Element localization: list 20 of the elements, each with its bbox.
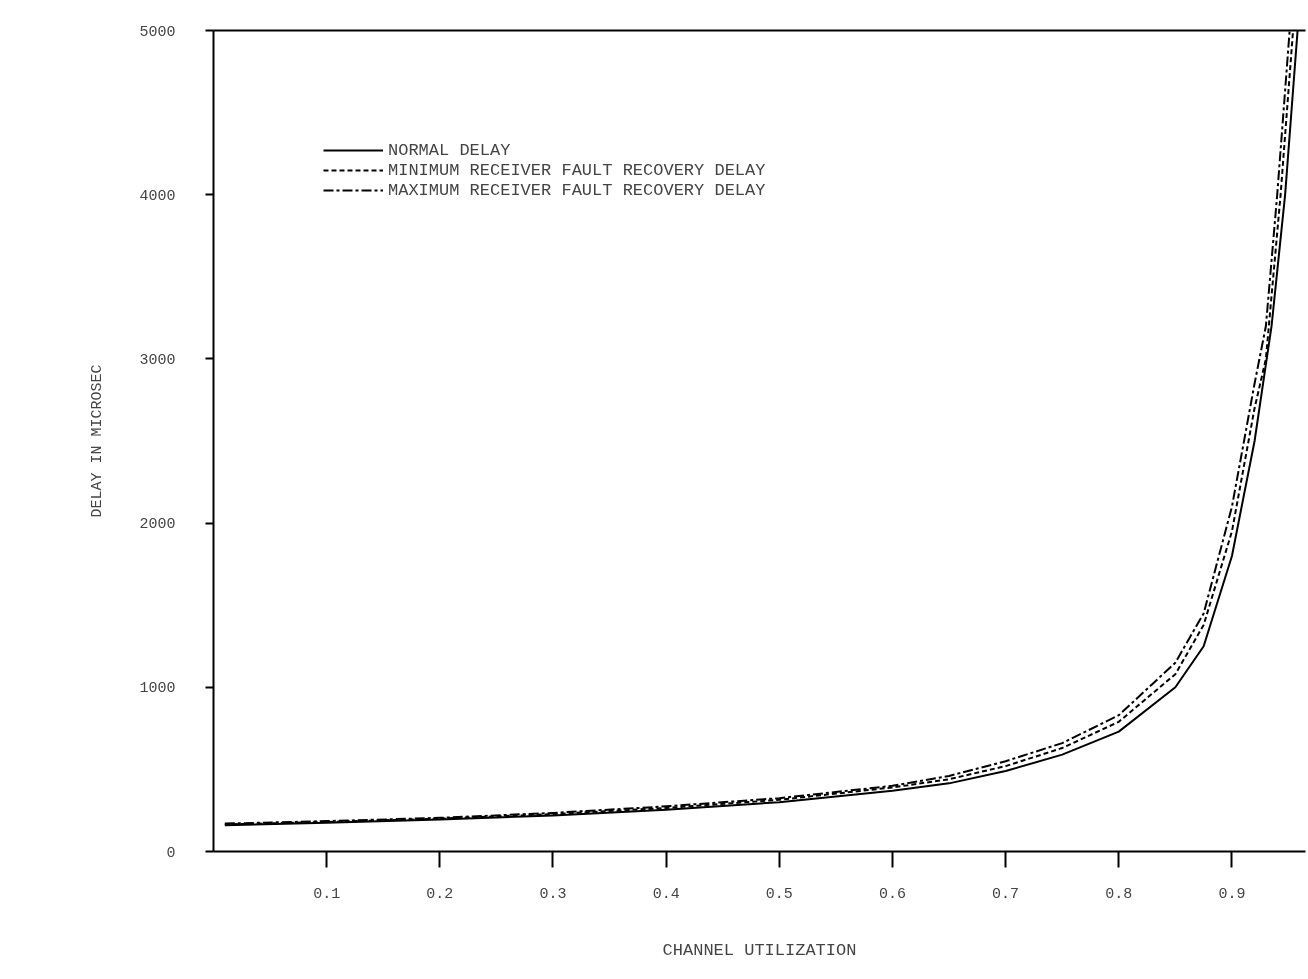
x-tick-label: 0.2 bbox=[426, 885, 454, 903]
x-tick-label: 0.4 bbox=[652, 885, 680, 903]
x-tick-label: 0.8 bbox=[1105, 885, 1133, 903]
x-tick-label: 0.5 bbox=[765, 885, 793, 903]
legend-label: MINIMUM RECEIVER FAULT RECOVERY DELAY bbox=[388, 160, 766, 180]
y-tick-label: 3000 bbox=[139, 351, 176, 369]
legend-label: NORMAL DELAY bbox=[388, 140, 511, 160]
legend-label: MAXIMUM RECEIVER FAULT RECOVERY DELAY bbox=[388, 180, 766, 200]
x-tick-label: 0.9 bbox=[1218, 885, 1246, 903]
x-axis-title: CHANNEL UTILIZATION bbox=[662, 940, 857, 960]
y-tick-label: 4000 bbox=[139, 187, 176, 205]
x-tick-label: 0.3 bbox=[539, 885, 567, 903]
y-tick-label: 2000 bbox=[139, 516, 176, 534]
x-tick-label: 0.1 bbox=[313, 885, 341, 903]
y-tick-label: 5000 bbox=[139, 23, 176, 41]
x-tick-label: 0.6 bbox=[878, 885, 906, 903]
y-tick-label: 0 bbox=[166, 844, 176, 862]
y-axis-title: DELAY IN MICROSEC bbox=[89, 364, 107, 518]
y-tick-label: 1000 bbox=[139, 680, 176, 698]
x-tick-label: 0.7 bbox=[992, 885, 1020, 903]
